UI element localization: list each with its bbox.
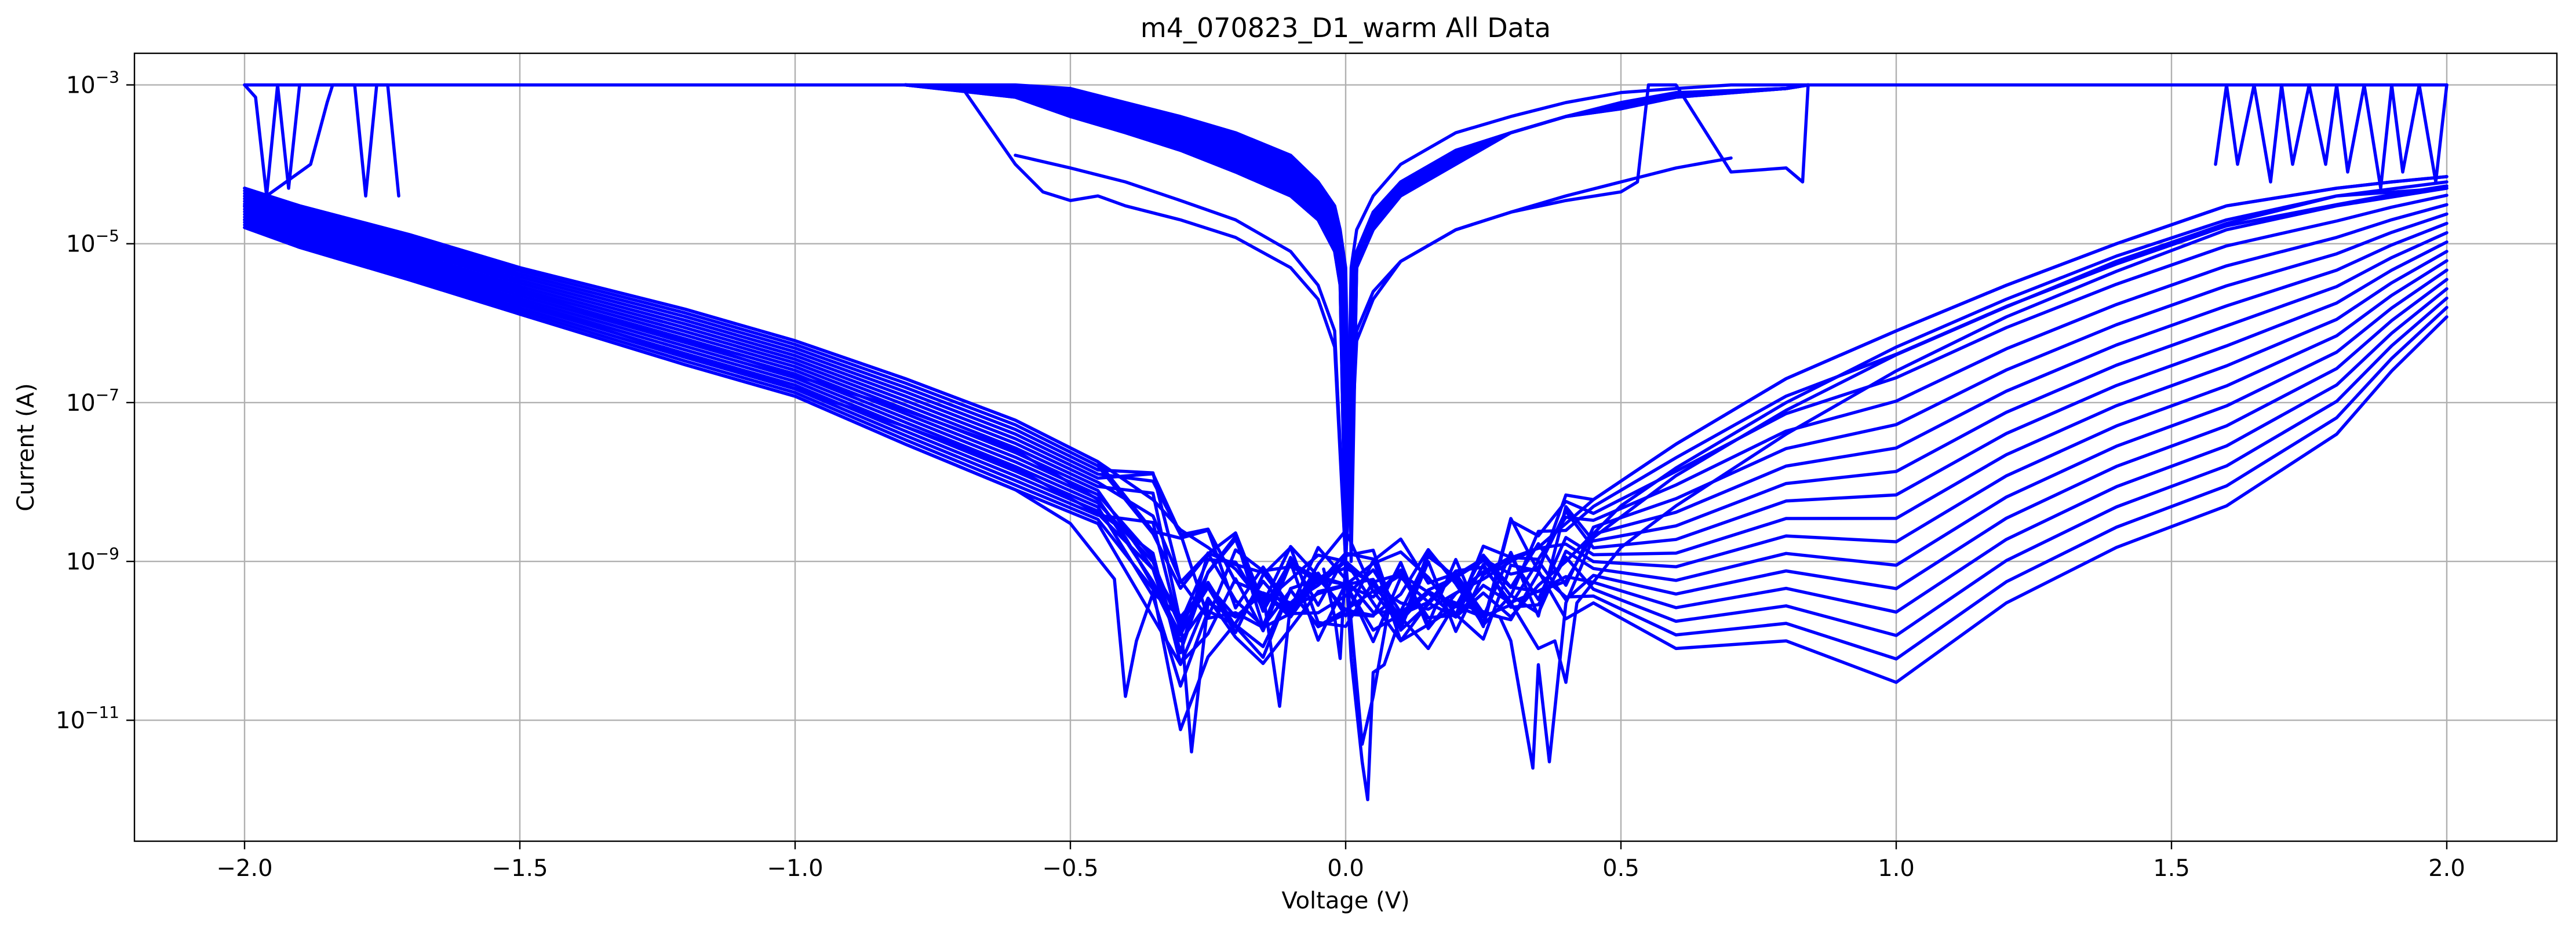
iv-curve: [959, 83, 1810, 563]
iv-curve: [243, 175, 2449, 626]
y-tick-exponent: −9: [96, 544, 119, 563]
x-tick-label: −2.0: [216, 855, 272, 882]
y-axis-ticks: 10−310−510−710−910−11: [56, 68, 134, 734]
iv-curve: [903, 83, 1810, 563]
chart-title: m4_070823_D1_warm All Data: [1141, 12, 1551, 43]
data-curves: [243, 83, 2449, 802]
iv-curve: [243, 202, 2449, 642]
iv-curve: [243, 197, 2449, 623]
y-tick-base: 10: [56, 707, 85, 734]
y-tick-base: 10: [66, 231, 96, 258]
iv-curve: [243, 83, 378, 198]
x-tick-label: 0.5: [1602, 855, 1639, 882]
y-tick-label: 10−9: [66, 544, 119, 575]
y-axis-label: Current (A): [13, 383, 39, 512]
x-tick-label: −1.0: [767, 855, 823, 882]
iv-curve: [243, 207, 2449, 653]
iv-curve: [243, 218, 2449, 665]
y-tick-exponent: −5: [96, 227, 119, 246]
iv-curve: [243, 194, 2449, 619]
y-tick-label: 10−3: [66, 68, 119, 99]
x-tick-label: −0.5: [1042, 855, 1098, 882]
x-tick-label: 2.0: [2428, 855, 2465, 882]
iv-curve: [243, 205, 2449, 655]
y-tick-base: 10: [66, 549, 96, 575]
iv-curve: [2214, 83, 2449, 190]
y-tick-label: 10−11: [56, 703, 119, 734]
iv-curve: [243, 210, 2449, 659]
x-tick-label: −1.5: [491, 855, 548, 882]
x-tick-label: 0.0: [1327, 855, 1364, 882]
y-tick-label: 10−7: [66, 385, 119, 417]
y-tick-exponent: −3: [96, 68, 119, 87]
iv-curve: [243, 192, 2449, 632]
x-axis-label: Voltage (V): [1281, 888, 1409, 914]
y-tick-exponent: −11: [85, 703, 119, 722]
iv-curve: [903, 83, 1810, 428]
x-tick-label: 1.0: [1878, 855, 1915, 882]
x-tick-label: 1.5: [2153, 855, 2190, 882]
y-tick-base: 10: [66, 72, 96, 99]
y-tick-base: 10: [66, 390, 96, 417]
iv-curve: [243, 199, 2449, 629]
iv-curve: [243, 184, 2449, 632]
y-tick-label: 10−5: [66, 227, 119, 258]
x-axis-ticks: −2.0 −1.5 −1.0 −0.5 0.0 0.5 1.0 1.5 2.0: [216, 841, 2465, 882]
y-tick-exponent: −7: [96, 385, 119, 404]
iv-curve: [1322, 560, 1458, 802]
